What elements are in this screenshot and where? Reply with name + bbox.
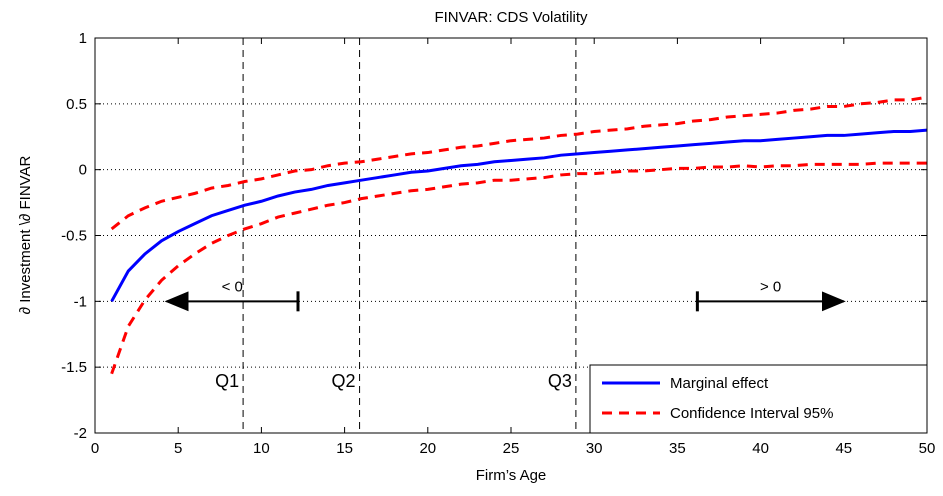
x-tick-label: 40	[752, 440, 769, 457]
x-tick-label: 30	[586, 440, 603, 457]
x-tick-label: 10	[253, 440, 270, 457]
x-axis-label: Firm’s Age	[476, 467, 547, 484]
y-tick-label: -1.5	[61, 359, 87, 376]
y-tick-label: -1	[74, 293, 87, 310]
y-tick-label: 0	[79, 162, 87, 179]
y-tick-label: -0.5	[61, 228, 87, 245]
annotation-text: < 0	[222, 278, 243, 295]
x-tick-label: 15	[336, 440, 353, 457]
y-axis-label: ∂ Investment \∂ FINVAR	[17, 155, 34, 314]
legend-label: Confidence Interval 95%	[670, 405, 833, 422]
quartile-label: Q1	[215, 371, 239, 391]
axes-box	[94, 37, 928, 434]
x-tick-label: 0	[91, 440, 99, 457]
quartile-label: Q3	[548, 371, 572, 391]
annotation-text: > 0	[760, 278, 781, 295]
series-line	[110, 161, 927, 375]
series-line	[110, 95, 928, 231]
x-tick-label: 20	[419, 440, 436, 457]
x-tick-label: 25	[503, 440, 520, 457]
x-tick-label: 35	[669, 440, 686, 457]
y-tick-label: 0.5	[66, 96, 87, 113]
x-tick-label: 5	[174, 440, 182, 457]
legend-box	[589, 364, 928, 434]
quartile-label: Q2	[332, 371, 356, 391]
series-line	[110, 128, 928, 303]
x-tick-label: 45	[835, 440, 852, 457]
y-tick-label: 1	[79, 30, 87, 47]
x-tick-label: 50	[919, 440, 936, 457]
legend-label: Marginal effect	[670, 375, 769, 392]
y-tick-label: -2	[74, 425, 87, 442]
chart-title: FINVAR: CDS Volatility	[434, 9, 588, 26]
